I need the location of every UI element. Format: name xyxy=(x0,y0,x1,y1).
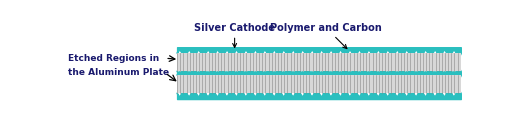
Text: Silver Cathode: Silver Cathode xyxy=(194,23,275,47)
Text: Polymer and Carbon: Polymer and Carbon xyxy=(270,23,382,49)
Text: Etched Regions in: Etched Regions in xyxy=(68,54,159,63)
Text: the Aluminum Plate: the Aluminum Plate xyxy=(68,68,169,77)
Bar xyxy=(177,75,461,93)
Bar xyxy=(177,53,461,71)
